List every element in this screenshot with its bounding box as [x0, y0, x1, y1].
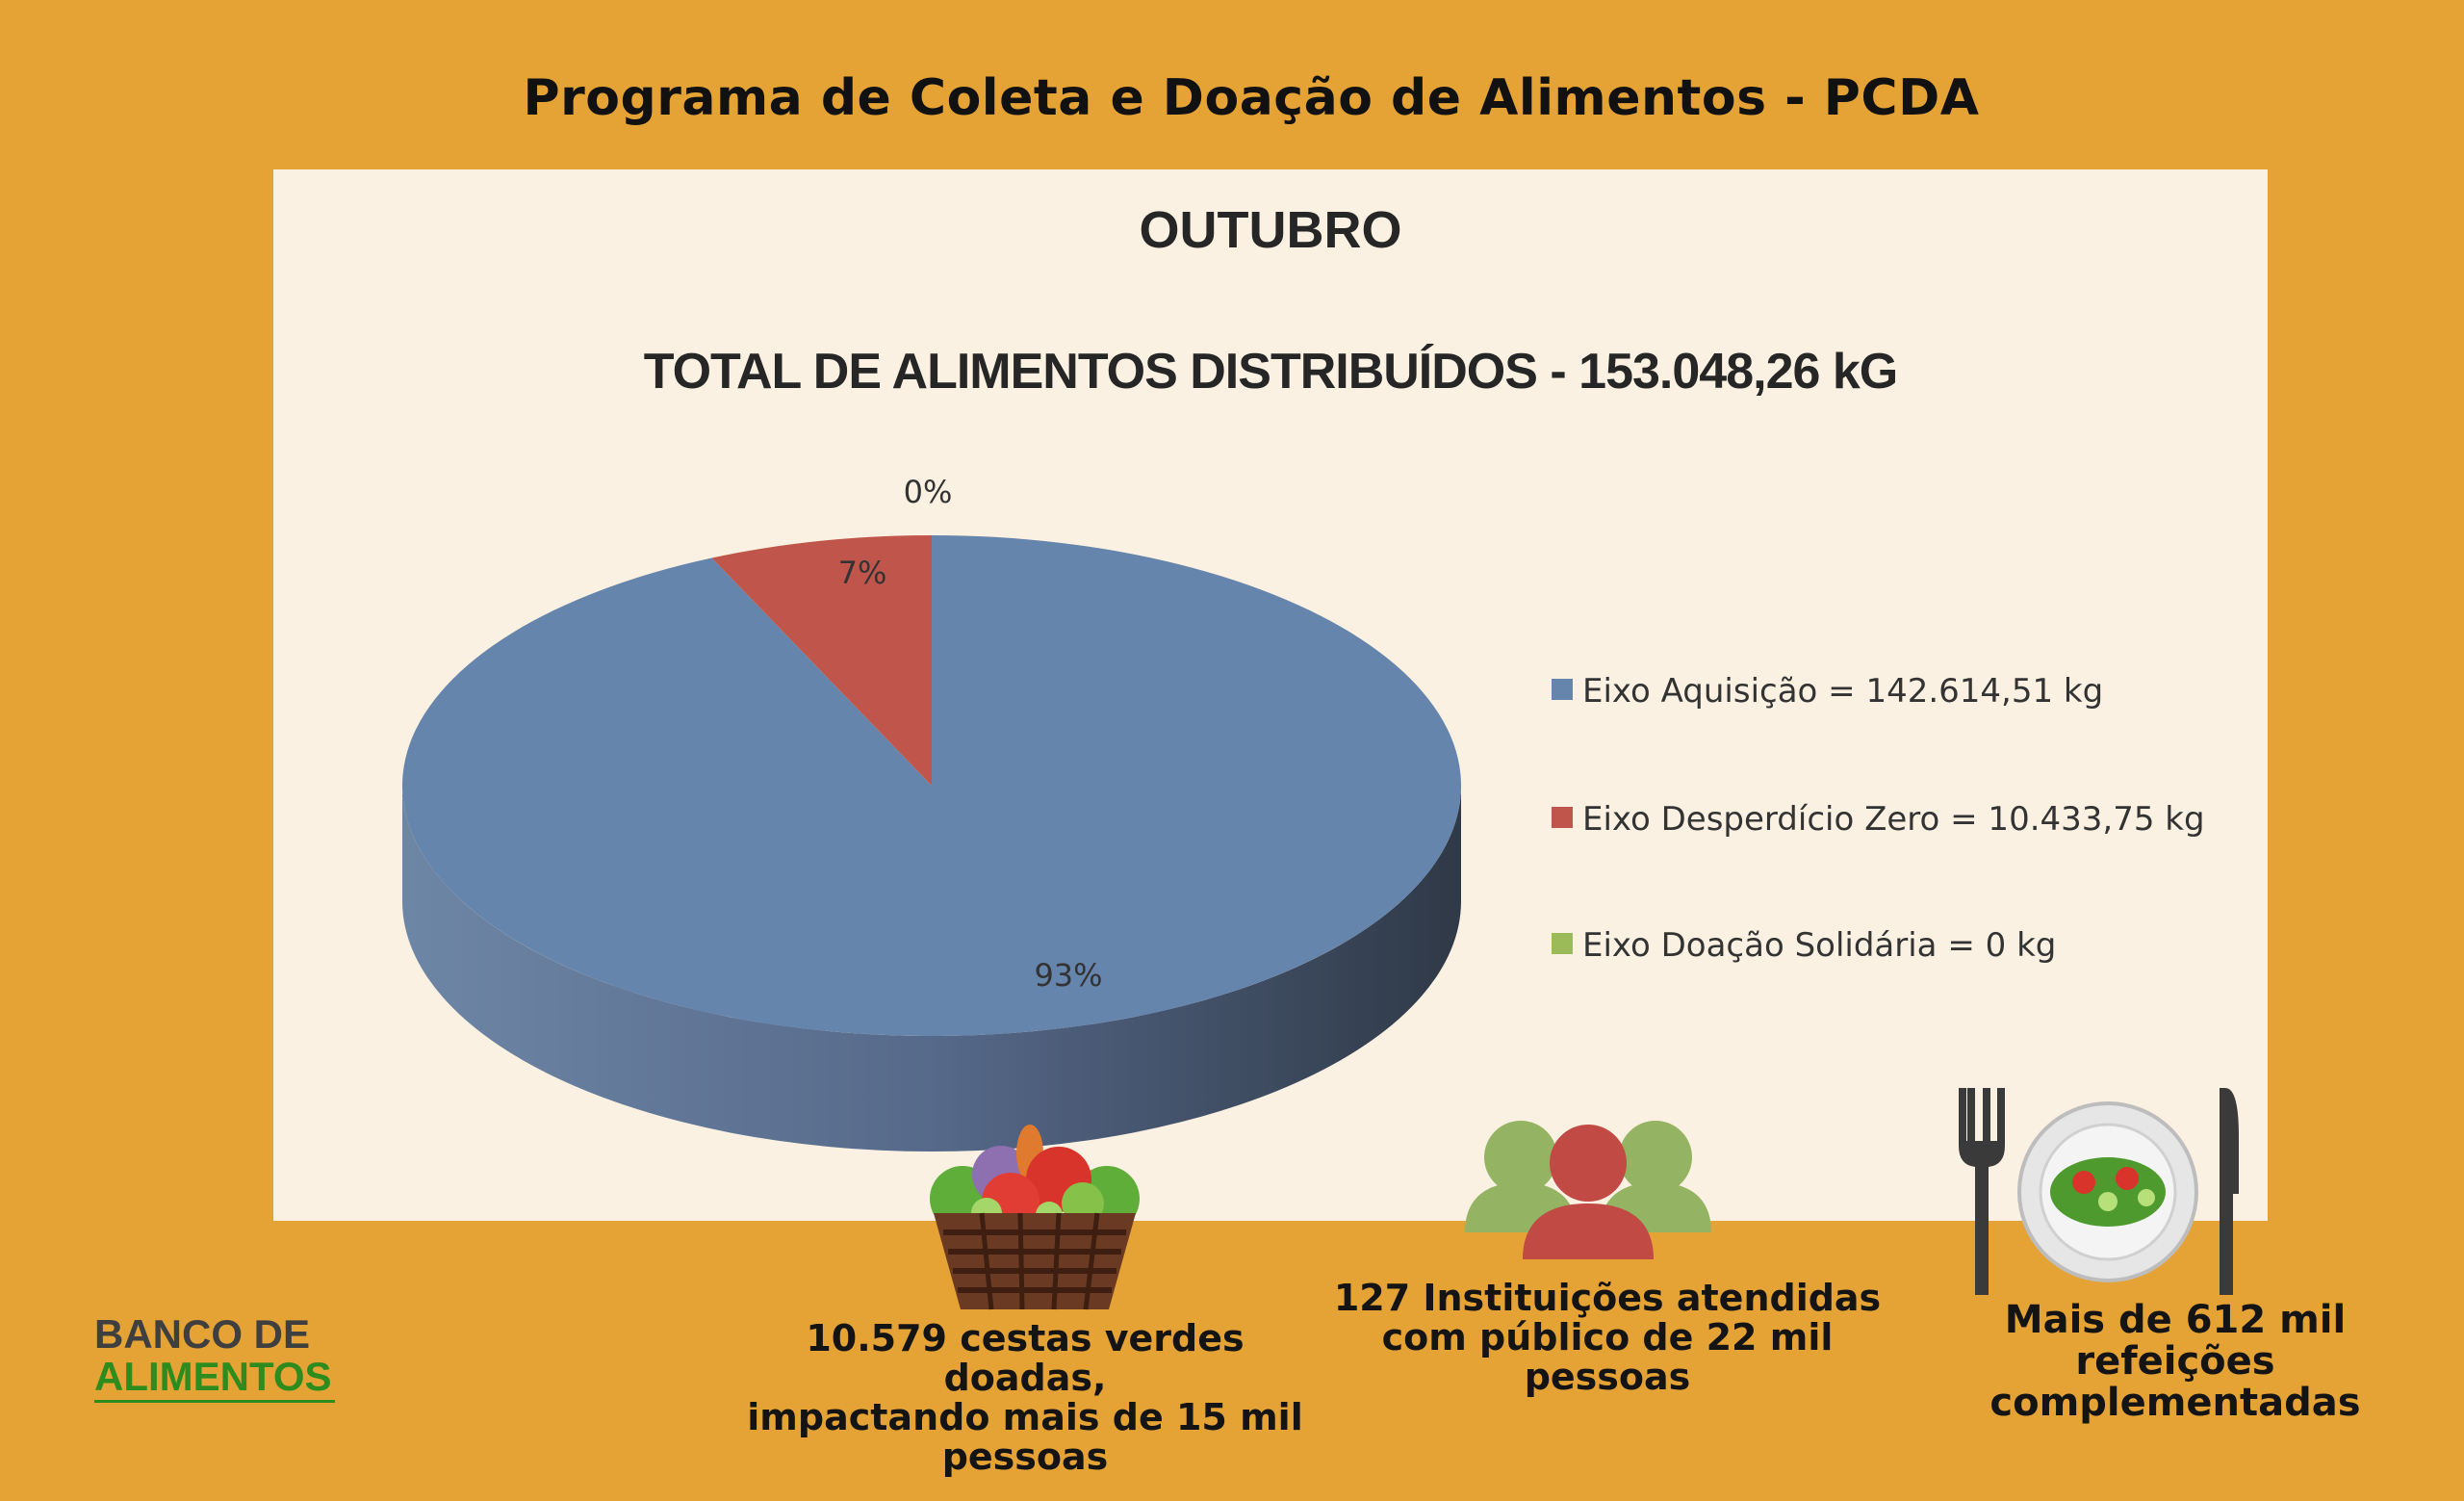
- chart-panel: OUTUBRO TOTAL DE ALIMENTOS DISTRIBUÍDOS …: [273, 169, 2268, 1221]
- slice-aquisicao: [402, 535, 1462, 1036]
- slice-percent-label: 7%: [838, 555, 887, 591]
- stat-baskets-line: impactando mais de 15 mil: [747, 1396, 1303, 1439]
- banco-de-alimentos-logo: BANCO DE ALIMENTOS: [94, 1311, 345, 1404]
- legend-swatch: [1552, 679, 1573, 700]
- stat-institutions-line: com público de 22 mil pessoas: [1381, 1316, 1834, 1399]
- logo-line2: ALIMENTOS: [94, 1354, 332, 1400]
- stat-institutions: 127 Instituições atendidas com público d…: [1319, 1277, 1896, 1399]
- stat-institutions-line: 127 Instituições atendidas: [1333, 1277, 1882, 1319]
- legend-swatch: [1552, 807, 1573, 828]
- logo-underline: [94, 1400, 335, 1404]
- stat-meals: Mais de 612 mil refeições complementadas: [1915, 1298, 2435, 1426]
- chart-title: OUTUBRO: [1139, 201, 1402, 259]
- legend-swatch: [1552, 933, 1573, 954]
- dinner-plate-icon: [1959, 1088, 2239, 1295]
- stat-baskets-line: pessoas: [941, 1436, 1109, 1479]
- stat-meals-line: Mais de 612 mil refeições: [2004, 1298, 2347, 1385]
- stat-baskets-line: 10.579 cestas verdes doadas,: [806, 1317, 1245, 1400]
- legend-entry: Eixo Aquisição = 142.614,51 kg: [1582, 672, 2103, 711]
- stat-baskets: 10.579 cestas verdes doadas, impactando …: [741, 1317, 1309, 1479]
- logo-line1: BANCO DE: [94, 1311, 311, 1357]
- slice-percent-label: 0%: [904, 474, 953, 510]
- page-title: Programa de Coleta e Doação de Alimentos…: [523, 69, 1980, 127]
- pie-chart: 93% 7% 0% Eixo Aquisição = 142.614,51 kg Ei…: [402, 474, 2205, 1152]
- people-group-icon: [1465, 1121, 1711, 1259]
- slice-desperdicio-zero: [711, 535, 932, 786]
- legend-entry: Eixo Desperdício Zero = 10.433,75 kg: [1582, 800, 2205, 839]
- slice-percent-label: 93%: [1034, 957, 1102, 994]
- stat-meals-line: complementadas: [1989, 1381, 2361, 1426]
- pie-side: [402, 786, 1461, 1152]
- vegetable-basket-icon: [930, 1125, 1140, 1310]
- legend-entry: Eixo Doação Solidária = 0 kg: [1582, 926, 2056, 965]
- chart-subtitle: TOTAL DE ALIMENTOS DISTRIBUÍDOS - 153.04…: [643, 344, 1898, 400]
